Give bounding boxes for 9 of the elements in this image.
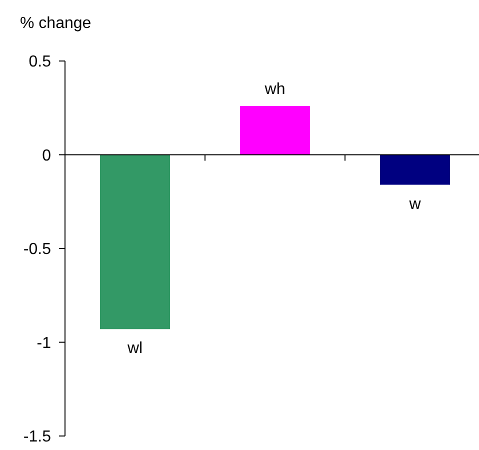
x-tick-label: wl: [126, 340, 143, 358]
y-axis-title: % change: [20, 15, 92, 32]
y-tick-label: 0.5: [28, 54, 52, 71]
x-tick-label: wh: [264, 81, 286, 98]
x-tick-label: w: [408, 196, 422, 213]
y-tick-label: -1: [36, 334, 52, 352]
y-tick-label: 0: [42, 147, 52, 164]
y-tick-label: -0.5: [23, 241, 52, 258]
y-tick-label: -1.5: [23, 428, 52, 446]
